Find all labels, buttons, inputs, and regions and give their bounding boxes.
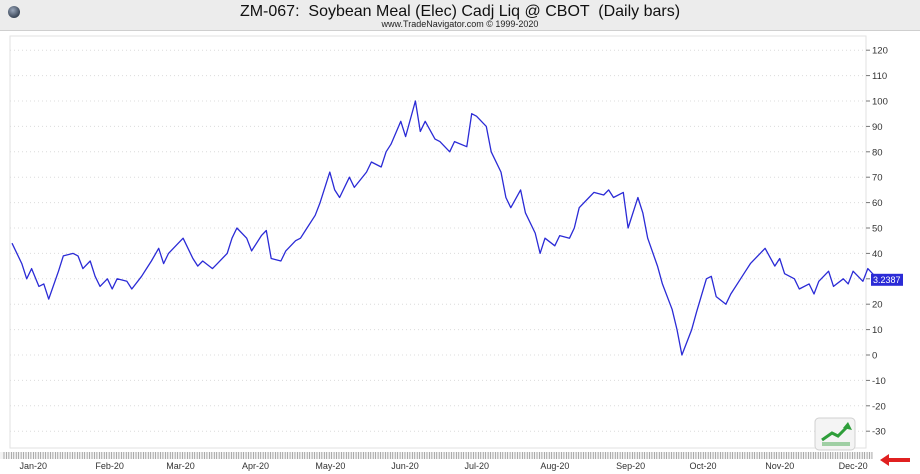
x-month-label: Aug-20 [540, 461, 569, 471]
x-month-label: Sep-20 [616, 461, 645, 471]
x-month-label: Nov-20 [765, 461, 794, 471]
x-month-label: Jan-20 [20, 461, 48, 471]
y-tick-label: 80 [872, 147, 883, 158]
current-value-marker: 3.2387 [871, 273, 903, 286]
x-month-label: Jun-20 [391, 461, 419, 471]
y-tick-label: 60 [872, 198, 883, 209]
y-tick-label: 70 [872, 173, 883, 184]
x-month-label: Mar-20 [166, 461, 195, 471]
chart-title: ZM-067: Soybean Meal (Elec) Cadj Liq @ C… [239, 3, 681, 20]
y-tick-label: 100 [872, 97, 888, 108]
y-tick-label: -10 [872, 376, 886, 387]
x-month-label: May-20 [315, 461, 345, 471]
chart-subtitle: www.TradeNavigator.com © 1999-2020 [381, 19, 539, 29]
y-tick-label: -20 [872, 401, 886, 412]
scroll-left-arrow-icon[interactable] [876, 452, 916, 470]
y-tick-label: 0 [872, 351, 877, 362]
y-tick-label: 90 [872, 122, 883, 133]
y-tick-label: 40 [872, 249, 883, 260]
current-value-box [871, 273, 903, 286]
app-menu-icon[interactable] [8, 6, 20, 18]
x-month-label: Jul-20 [465, 461, 490, 471]
x-month-label: Dec-20 [839, 461, 868, 471]
x-month-label: Apr-20 [242, 461, 269, 471]
price-line [11, 100, 878, 356]
y-tick-label: 50 [872, 224, 883, 235]
grid [9, 35, 867, 449]
y-tick-label: 10 [872, 325, 883, 336]
current-value-label: 3.2387 [873, 275, 901, 285]
x-axis: Jan-20 Feb-20 Mar-20 Apr-20 May-20 Jun-20 Jul-… [0, 452, 873, 471]
y-tick-label: 120 [872, 46, 888, 57]
y-axis: 1201101009080706050403020100-10-20-30 [866, 46, 888, 438]
y-tick-label: -30 [872, 427, 886, 438]
plot-area [9, 35, 867, 449]
series-layer [11, 100, 878, 356]
x-axis-strip [0, 452, 872, 459]
y-tick-label: 20 [872, 300, 883, 311]
trend-badge-icon[interactable] [814, 417, 856, 451]
x-month-label: Oct-20 [689, 461, 716, 471]
y-tick-label: 110 [872, 71, 887, 82]
x-month-label: Feb-20 [95, 461, 124, 471]
title-bar: ZM-067: Soybean Meal (Elec) Cadj Liq @ C… [0, 0, 920, 31]
